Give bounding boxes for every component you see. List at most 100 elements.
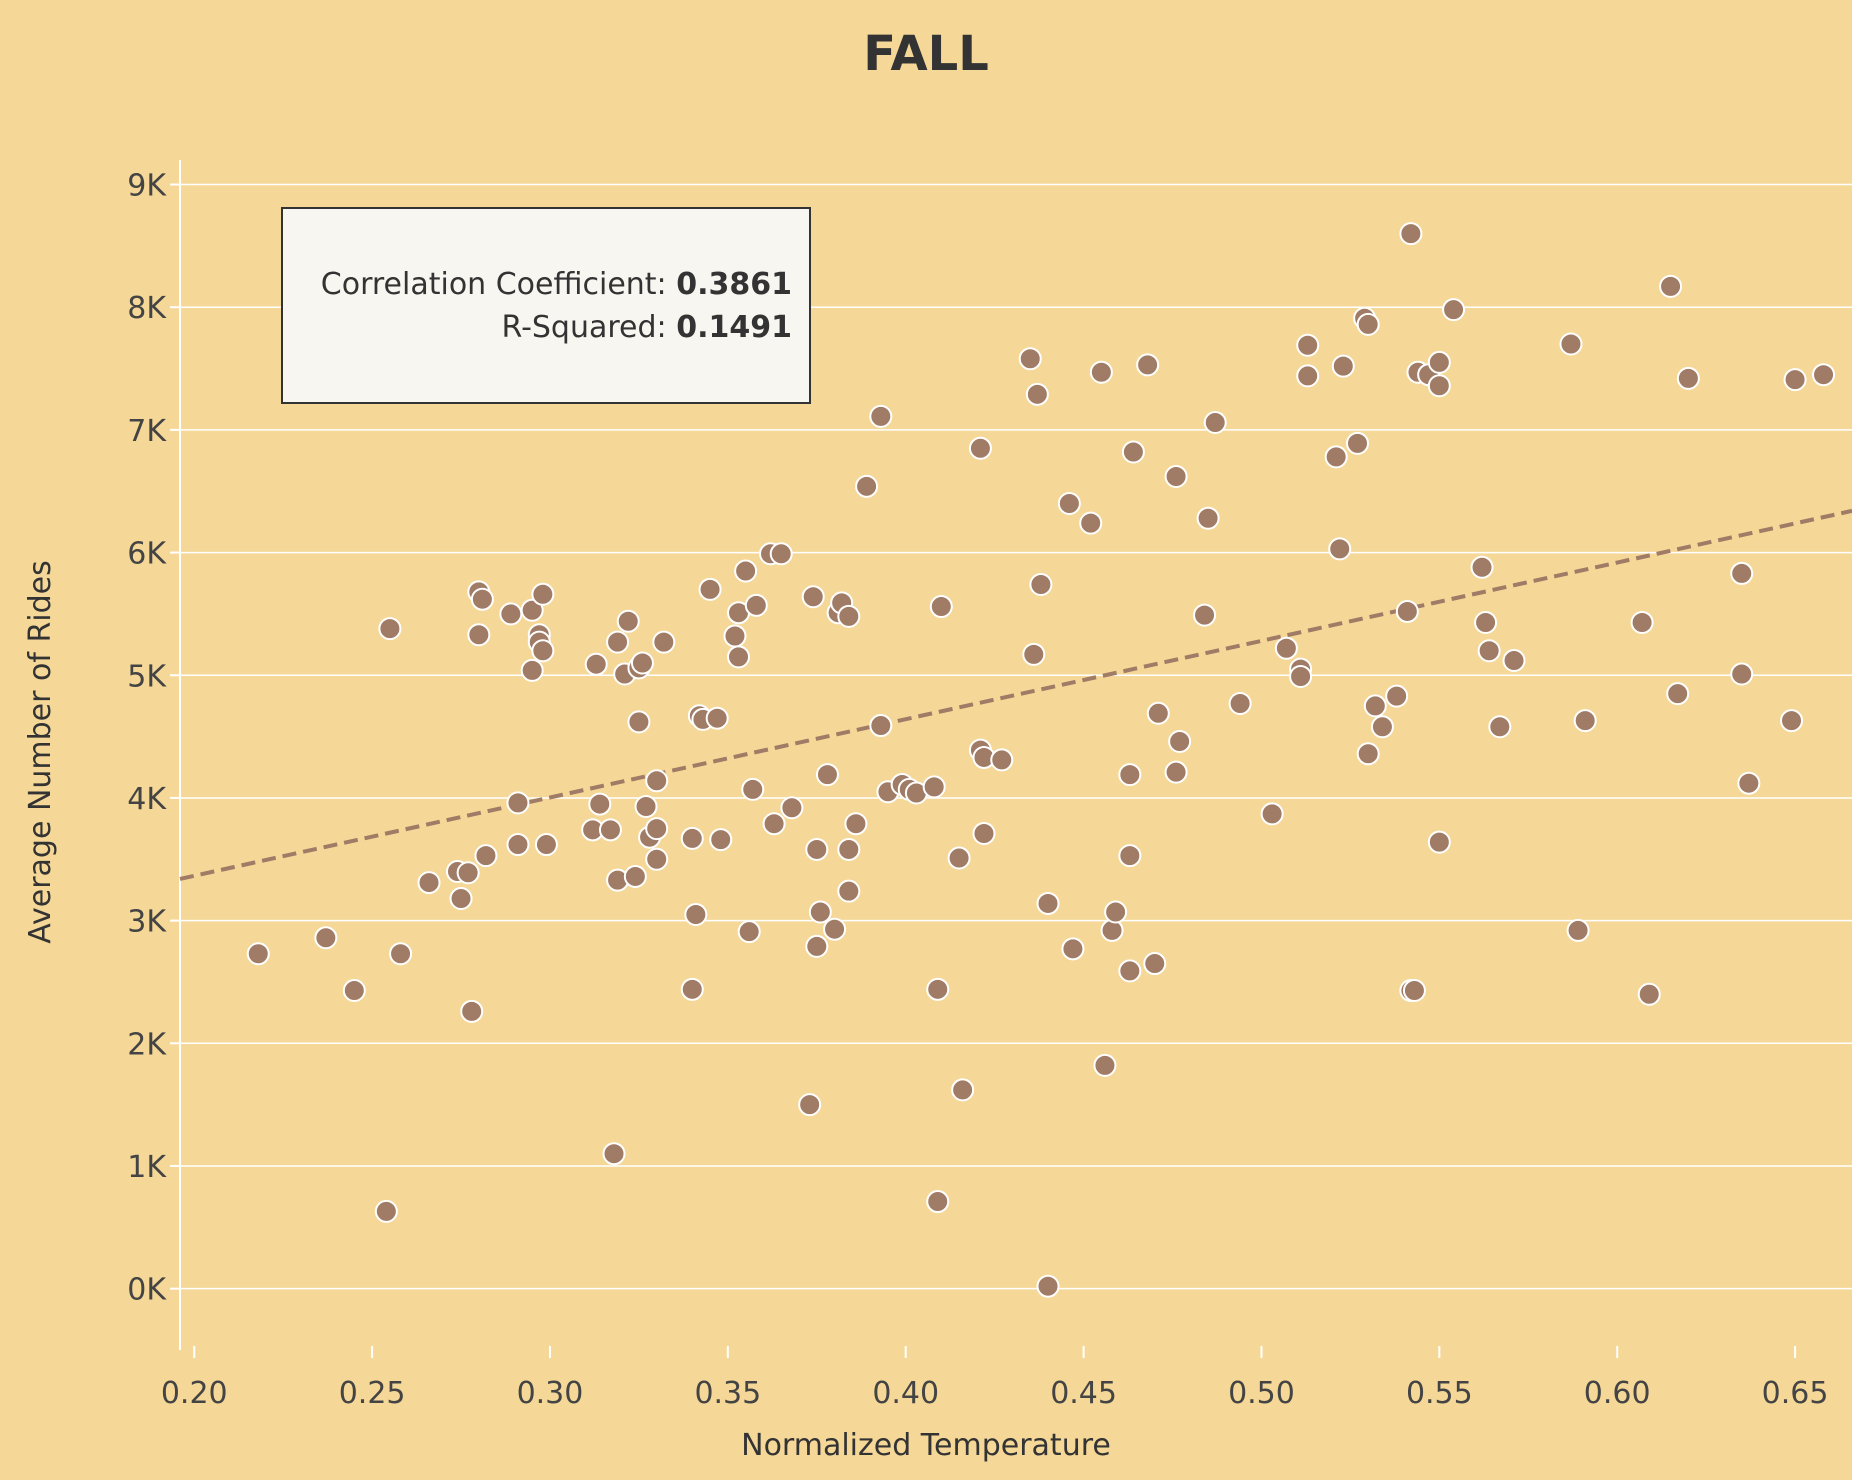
data-point	[705, 706, 729, 730]
data-point	[869, 714, 893, 738]
r-squared-value: 0.1491	[676, 310, 792, 345]
x-tick-label: 0.60	[1584, 1376, 1651, 1411]
data-point	[630, 651, 654, 675]
data-point	[1356, 742, 1380, 766]
data-point	[1061, 937, 1085, 961]
data-point	[1427, 350, 1451, 374]
data-point	[1118, 763, 1142, 787]
data-point	[1812, 363, 1836, 387]
data-point	[780, 796, 804, 820]
data-point	[1089, 360, 1113, 384]
data-point	[926, 1190, 950, 1214]
data-points	[246, 222, 1836, 1298]
data-point	[698, 577, 722, 601]
data-point	[1025, 382, 1049, 406]
x-tick-label: 0.65	[1762, 1376, 1829, 1411]
x-tick-label: 0.25	[339, 1376, 406, 1411]
data-point	[680, 977, 704, 1001]
data-point	[616, 609, 640, 633]
data-point	[1324, 445, 1348, 469]
data-point	[1477, 639, 1501, 663]
data-point	[1470, 555, 1494, 579]
y-tick-label: 1K	[127, 1150, 167, 1185]
correlation-value: 0.3861	[676, 267, 792, 302]
data-point	[709, 828, 733, 852]
data-point	[741, 777, 765, 801]
data-point	[1502, 649, 1526, 673]
data-point	[598, 818, 622, 842]
data-point	[1637, 982, 1661, 1006]
data-point	[1488, 715, 1512, 739]
data-point	[246, 942, 270, 966]
r-squared-text: R-Squared: 0.1491	[501, 310, 792, 345]
y-tick-label: 8K	[127, 291, 167, 326]
data-point	[1427, 830, 1451, 854]
data-point	[1370, 715, 1394, 739]
data-point	[805, 837, 829, 861]
data-point	[1630, 611, 1654, 635]
data-point	[1018, 347, 1042, 371]
y-tick-label: 2K	[127, 1027, 167, 1062]
x-tick-label: 0.45	[1050, 1376, 1117, 1411]
data-point	[680, 826, 704, 850]
data-point	[499, 602, 523, 626]
data-point	[990, 748, 1014, 772]
data-point	[808, 900, 832, 924]
x-tick-label: 0.55	[1406, 1376, 1473, 1411]
data-point	[744, 593, 768, 617]
data-point	[627, 710, 651, 734]
data-point	[1573, 709, 1597, 733]
data-point	[1328, 537, 1352, 561]
data-point	[801, 585, 825, 609]
data-point	[1146, 701, 1170, 725]
data-point	[1783, 368, 1807, 392]
data-point	[1118, 959, 1142, 983]
data-point	[737, 920, 761, 944]
trend-line	[179, 508, 1852, 881]
data-point	[951, 1078, 975, 1102]
x-tick-label: 0.30	[517, 1376, 584, 1411]
data-point	[869, 404, 893, 428]
y-tick-label: 0K	[127, 1273, 167, 1308]
data-point	[734, 559, 758, 583]
data-point	[1559, 332, 1583, 356]
data-point	[1395, 599, 1419, 623]
grid-lines	[180, 183, 1852, 1290]
x-tick-label: 0.35	[694, 1376, 761, 1411]
data-point	[922, 775, 946, 799]
data-point	[1402, 979, 1426, 1003]
data-point	[805, 934, 829, 958]
data-point	[506, 833, 530, 857]
data-point	[1143, 952, 1167, 976]
data-point	[588, 792, 612, 816]
y-axis-label: Average Number of Rides	[23, 560, 58, 944]
data-point	[584, 652, 608, 676]
data-point	[634, 795, 658, 819]
data-point	[645, 769, 669, 793]
data-point	[1057, 492, 1081, 516]
data-point	[1022, 642, 1046, 666]
stats-box: Correlation Coefficient: 0.3861 R-Square…	[281, 207, 811, 404]
data-point	[1164, 760, 1188, 784]
data-point	[1164, 465, 1188, 489]
data-point	[1079, 511, 1103, 535]
data-point	[606, 630, 630, 654]
data-point	[652, 630, 676, 654]
data-point	[378, 617, 402, 641]
data-point	[1136, 353, 1160, 377]
data-point	[972, 822, 996, 846]
data-point	[1289, 664, 1313, 688]
y-axis-ticks: 0K 1K 2K 3K 4K 5K 6K 7K 8K 9K	[127, 169, 180, 1308]
data-point	[1036, 891, 1060, 915]
data-point	[1168, 730, 1192, 754]
data-point	[1399, 222, 1423, 246]
data-point	[389, 942, 413, 966]
data-point	[837, 604, 861, 628]
r-squared-label: R-Squared:	[501, 310, 666, 345]
data-point	[1474, 611, 1498, 635]
data-point	[1737, 771, 1761, 795]
data-point	[342, 979, 366, 1003]
x-axis-label: Normalized Temperature	[741, 1428, 1111, 1463]
data-point	[1196, 506, 1220, 530]
